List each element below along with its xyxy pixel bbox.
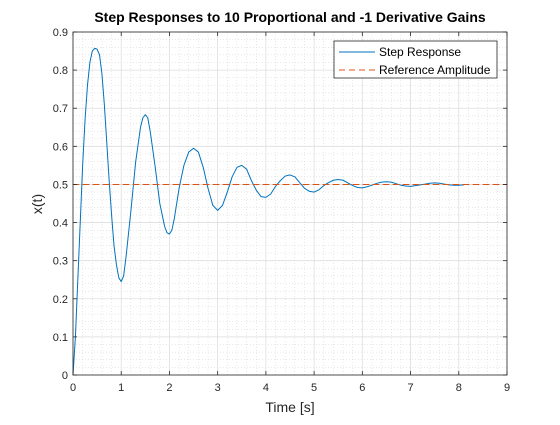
- y-tick-label: 0.7: [53, 103, 68, 115]
- x-tick-label: 9: [504, 382, 510, 394]
- x-tick-label: 6: [359, 382, 365, 394]
- tick-labels: 0 1 2 3 4 5 6 7 8 9 0 0.1 0.2 0.3 0.4 0.5 0.6 0.7 0.8 0.9: [53, 27, 510, 394]
- y-tick-label: 0.1: [53, 332, 68, 344]
- minor-grid: [73, 32, 507, 375]
- y-tick-label: 0.6: [53, 141, 68, 153]
- axes-background: [73, 32, 507, 375]
- x-tick-label: 0: [70, 382, 76, 394]
- x-tick-label: 1: [118, 382, 124, 394]
- axes-box: [72, 31, 508, 376]
- y-axis-label: x(t): [29, 194, 45, 214]
- y-tick-label: 0: [62, 370, 68, 382]
- x-tick-label: 5: [311, 382, 317, 394]
- x-tick-label: 4: [263, 382, 269, 394]
- legend-box: [333, 40, 498, 79]
- x-tick-label: 8: [456, 382, 462, 394]
- y-tick-label: 0.9: [53, 27, 68, 39]
- y-tick-label: 0.8: [53, 65, 68, 77]
- chart-title: Step Responses to 10 Proportional and -1…: [94, 9, 486, 25]
- y-tick-label: 0.2: [53, 294, 68, 306]
- series-layer: [72, 47, 508, 376]
- x-axis-label: Time [s]: [265, 399, 314, 415]
- y-tick-label: 0.4: [53, 218, 68, 230]
- x-tick-label: 2: [166, 382, 172, 394]
- legend-label-step-response: Step Response: [379, 45, 461, 59]
- series-line-step-response: [72, 47, 465, 376]
- ticks-layer: [72, 31, 508, 376]
- y-tick-label: 0.5: [53, 179, 68, 191]
- x-tick-label: 7: [407, 382, 413, 394]
- y-tick-label: 0.3: [53, 256, 68, 268]
- x-tick-label: 3: [215, 382, 221, 394]
- legend-label-reference-amplitude: Reference Amplitude: [379, 63, 491, 77]
- legend: Step Response Reference Amplitude: [333, 40, 498, 79]
